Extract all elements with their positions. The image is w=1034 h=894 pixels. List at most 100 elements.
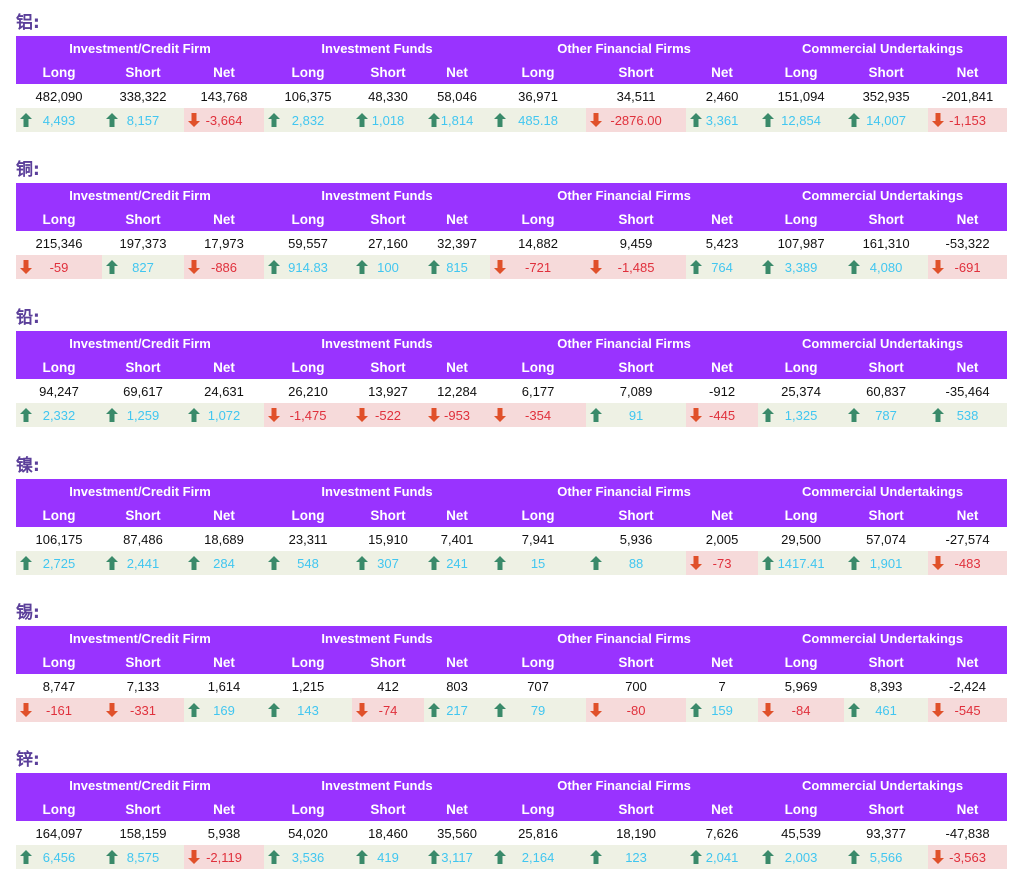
change-value: -1,153 bbox=[949, 112, 986, 128]
group-header-investment-credit-firm: Investment/Credit Firm bbox=[16, 479, 265, 503]
up-arrow-icon bbox=[762, 850, 775, 864]
group-header-commercial-undertakings: Commercial Undertakings bbox=[758, 36, 1008, 60]
group-header-other-financial-firms: Other Financial Firms bbox=[490, 773, 759, 797]
change-cell-other-financial-firms-short: -1,485 bbox=[586, 255, 687, 279]
column-header-short: Short bbox=[102, 207, 184, 231]
value-cell-other-financial-firms-long: 36,971 bbox=[518, 88, 558, 104]
up-arrow-icon bbox=[268, 850, 281, 864]
change-value: 217 bbox=[446, 702, 468, 718]
change-cell-investment-funds-long: 3,536 bbox=[264, 845, 353, 869]
group-header-investment-funds: Investment Funds bbox=[264, 626, 491, 650]
column-header-long: Long bbox=[16, 207, 102, 231]
down-arrow-icon bbox=[690, 408, 703, 422]
column-header-net: Net bbox=[184, 797, 265, 821]
change-cell-investment-funds-short: 419 bbox=[352, 845, 425, 869]
down-arrow-icon bbox=[188, 113, 200, 127]
change-cell-investment-funds-net: 3,117 bbox=[424, 845, 491, 869]
column-header-short: Short bbox=[586, 60, 687, 84]
change-cell-other-financial-firms-long: 15 bbox=[490, 551, 587, 575]
down-arrow-icon bbox=[428, 408, 441, 422]
change-value: 12,854 bbox=[781, 112, 821, 128]
column-header-net: Net bbox=[928, 650, 1008, 674]
column-header-short: Short bbox=[844, 650, 929, 674]
change-value: 3,361 bbox=[705, 112, 739, 128]
up-arrow-icon bbox=[20, 408, 32, 422]
column-header-short: Short bbox=[352, 797, 425, 821]
column-header-row: Long Short Net Long Short Net Long Short Net Long… bbox=[16, 503, 1008, 527]
value-cell-other-financial-firms-long: 6,177 bbox=[521, 383, 555, 399]
down-arrow-icon bbox=[690, 556, 703, 570]
changes-row: 2,725 2,441 284 548 307 241 15 88 -73 1417.41 1,90… bbox=[16, 551, 1008, 575]
up-arrow-icon bbox=[494, 113, 507, 127]
up-arrow-icon bbox=[762, 113, 775, 127]
change-value: 3,389 bbox=[784, 259, 818, 275]
column-header-short: Short bbox=[352, 650, 425, 674]
change-cell-other-financial-firms-net: -73 bbox=[686, 551, 759, 575]
value-cell-commercial-undertakings-net: -2,424 bbox=[949, 678, 986, 694]
value-cell-other-financial-firms-net: 2,005 bbox=[705, 531, 739, 547]
change-value: 1,018 bbox=[371, 112, 405, 128]
up-arrow-icon bbox=[494, 556, 507, 570]
group-header-row: Investment/Credit Firm Investment Funds Ot… bbox=[16, 183, 1008, 207]
value-cell-investment-credit-firm-net: 17,973 bbox=[204, 235, 244, 251]
value-cell-commercial-undertakings-net: -35,464 bbox=[945, 383, 990, 399]
change-cell-other-financial-firms-long: 2,164 bbox=[490, 845, 587, 869]
up-arrow-icon bbox=[590, 408, 603, 422]
change-value: 1,259 bbox=[126, 407, 160, 423]
change-value: 2,832 bbox=[291, 112, 325, 128]
change-value: 4,493 bbox=[42, 112, 76, 128]
change-cell-other-financial-firms-net: -445 bbox=[686, 403, 759, 427]
value-cell-commercial-undertakings-short: 57,074 bbox=[866, 531, 906, 547]
down-arrow-icon bbox=[590, 260, 603, 274]
group-header-row: Investment/Credit Firm Investment Funds Ot… bbox=[16, 36, 1008, 60]
up-arrow-icon bbox=[356, 260, 369, 274]
column-header-long: Long bbox=[16, 355, 102, 379]
column-header-net: Net bbox=[928, 207, 1008, 231]
up-arrow-icon bbox=[188, 556, 200, 570]
change-cell-investment-credit-firm-net: 284 bbox=[184, 551, 265, 575]
changes-row: 2,332 1,259 1,072 -1,475 -522 -953 -354 91 -445 1… bbox=[16, 403, 1008, 427]
down-arrow-icon bbox=[494, 408, 507, 422]
change-cell-investment-funds-long: 548 bbox=[264, 551, 353, 575]
change-cell-other-financial-firms-long: -354 bbox=[490, 403, 587, 427]
up-arrow-icon bbox=[590, 850, 603, 864]
change-cell-investment-funds-long: 914.83 bbox=[264, 255, 353, 279]
down-arrow-icon bbox=[20, 703, 32, 717]
change-value: 169 bbox=[213, 702, 235, 718]
down-arrow-icon bbox=[932, 703, 945, 717]
up-arrow-icon bbox=[356, 556, 369, 570]
group-header-other-financial-firms: Other Financial Firms bbox=[490, 183, 759, 207]
change-cell-other-financial-firms-long: -721 bbox=[490, 255, 587, 279]
change-value: 8,157 bbox=[126, 112, 160, 128]
group-header-commercial-undertakings: Commercial Undertakings bbox=[758, 479, 1008, 503]
column-header-row: Long Short Net Long Short Net Long Short Net Long… bbox=[16, 207, 1008, 231]
section-title: 铝: bbox=[16, 13, 40, 33]
column-header-long: Long bbox=[490, 207, 587, 231]
change-cell-other-financial-firms-short: -80 bbox=[586, 698, 687, 722]
change-cell-commercial-undertakings-net: -545 bbox=[928, 698, 1008, 722]
change-cell-commercial-undertakings-long: 1417.41 bbox=[758, 551, 845, 575]
up-arrow-icon bbox=[848, 703, 861, 717]
change-value: 6,456 bbox=[42, 849, 76, 865]
column-header-short: Short bbox=[844, 797, 929, 821]
value-cell-other-financial-firms-short: 18,190 bbox=[616, 825, 656, 841]
change-value: -161 bbox=[45, 702, 73, 718]
change-value: -1,485 bbox=[617, 259, 655, 275]
values-row: 106,175 87,486 18,689 23,311 15,910 7,401 7,94… bbox=[16, 527, 1007, 551]
value-cell-investment-funds-short: 48,330 bbox=[368, 88, 408, 104]
group-header-other-financial-firms: Other Financial Firms bbox=[490, 479, 759, 503]
value-cell-other-financial-firms-net: 2,460 bbox=[705, 88, 739, 104]
column-header-short: Short bbox=[844, 207, 929, 231]
up-arrow-icon bbox=[268, 260, 281, 274]
value-cell-investment-credit-firm-short: 87,486 bbox=[123, 531, 163, 547]
change-cell-other-financial-firms-net: 3,361 bbox=[686, 108, 759, 132]
value-cell-commercial-undertakings-net: -201,841 bbox=[941, 88, 994, 104]
change-value: -721 bbox=[525, 259, 552, 275]
change-cell-investment-funds-long: -1,475 bbox=[264, 403, 353, 427]
value-cell-other-financial-firms-long: 14,882 bbox=[518, 235, 558, 251]
value-cell-commercial-undertakings-long: 151,094 bbox=[777, 88, 825, 104]
change-value: 3,117 bbox=[441, 849, 473, 865]
column-header-short: Short bbox=[586, 797, 687, 821]
column-header-short: Short bbox=[352, 207, 425, 231]
column-header-net: Net bbox=[928, 60, 1008, 84]
